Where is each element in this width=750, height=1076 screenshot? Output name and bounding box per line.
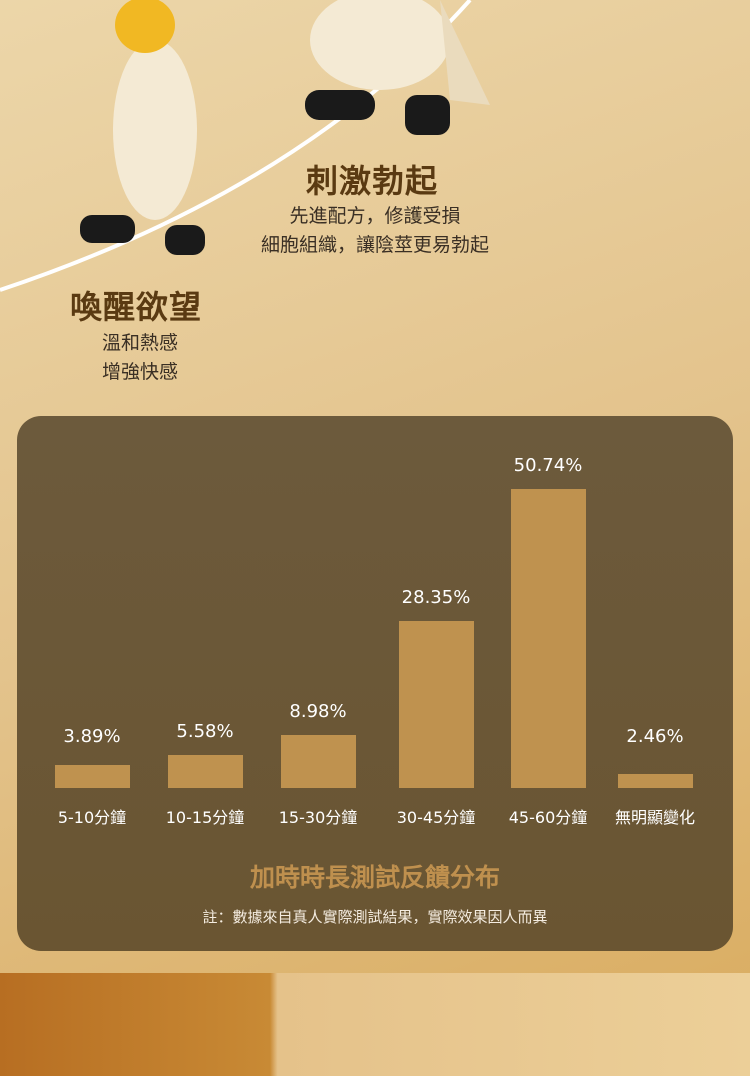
category-label: 5-10分鐘: [57, 808, 127, 827]
feature-line: 增強快感: [101, 361, 178, 383]
bar-4: [398, 620, 474, 788]
category-label: 30-45分鐘: [396, 808, 476, 827]
bar-3: [280, 735, 356, 788]
feature-line: 先進配方，修護受損: [289, 205, 461, 227]
category-label: 無明顯變化: [614, 808, 695, 827]
category-label: 10-15分鐘: [165, 808, 245, 827]
feature-desc-stimulate: 先進配方，修護受損 細胞組織，讓陰莖更易勃起: [230, 202, 520, 260]
chart-note: 註：數據來自真人實際測試結果，實際效果因人而異: [202, 908, 548, 926]
chart-panel: 3.89% 5-10分鐘 5.58% 10-15分鐘 8.98% 15-30分鐘 28.35…: [17, 416, 733, 951]
bar-5: [510, 489, 586, 788]
data-label: 8.98%: [289, 701, 347, 723]
feature-title-stimulate: 刺激勃起: [306, 162, 439, 200]
banana-mascot-left: [70, 0, 240, 260]
bar-2: [167, 755, 243, 788]
chart-title: 加時時長測試反饋分布: [249, 863, 500, 892]
feature-line: 溫和熱感: [101, 332, 178, 354]
feature-title-awaken: 喚醒欲望: [70, 288, 203, 326]
data-label: 5.58%: [176, 721, 234, 743]
category-label: 15-30分鐘: [278, 808, 358, 827]
category-label: 45-60分鐘: [508, 808, 588, 827]
feature-desc-awaken: 溫和熱感 增強快感: [80, 329, 200, 387]
data-label: 2.46%: [626, 726, 684, 747]
bar-6: [617, 773, 693, 788]
feature-line: 細胞組織，讓陰莖更易勃起: [260, 234, 489, 256]
bar-1: [54, 765, 130, 788]
next-section-banner: [0, 973, 750, 1076]
data-label: 50.74%: [513, 455, 583, 476]
banana-mascot-right: [300, 0, 490, 140]
data-label: 3.89%: [63, 726, 121, 747]
data-label: 28.35%: [401, 586, 471, 608]
